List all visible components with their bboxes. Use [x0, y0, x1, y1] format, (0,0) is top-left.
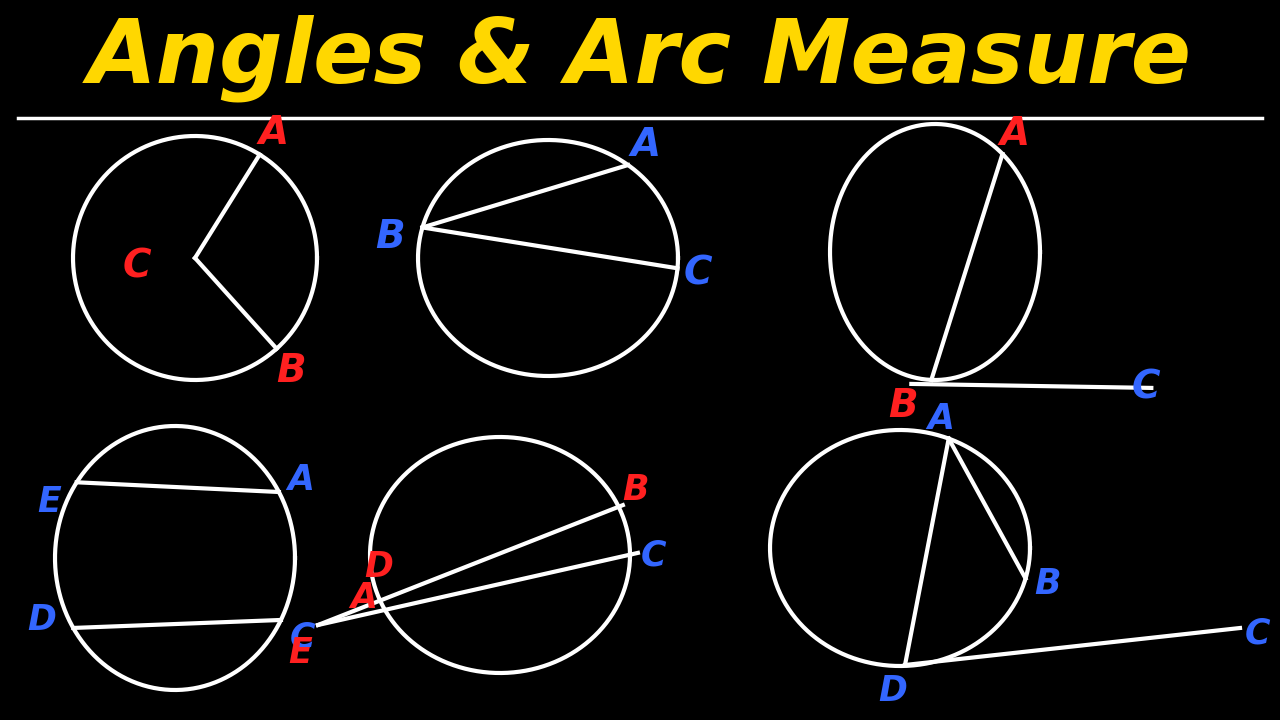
Text: B: B: [888, 387, 918, 425]
Text: D: D: [27, 603, 55, 637]
Text: C: C: [1132, 369, 1161, 407]
Text: C: C: [291, 621, 316, 655]
Text: A: A: [259, 114, 289, 151]
Text: A: A: [631, 126, 660, 164]
Text: A: A: [1000, 115, 1029, 153]
Text: C: C: [684, 254, 712, 292]
Text: D: D: [364, 549, 393, 584]
Text: C: C: [641, 539, 667, 573]
Text: C: C: [123, 247, 151, 285]
Text: B: B: [375, 218, 406, 256]
Text: C: C: [1245, 616, 1271, 650]
Text: A: A: [349, 581, 376, 616]
Text: B: B: [1034, 567, 1061, 600]
Text: Angles & Arc Measure: Angles & Arc Measure: [88, 14, 1192, 102]
Text: A: A: [288, 463, 315, 497]
Text: E: E: [37, 485, 60, 519]
Text: A: A: [927, 402, 954, 436]
Text: B: B: [275, 351, 306, 390]
Text: E: E: [288, 636, 312, 670]
Text: B: B: [622, 473, 649, 507]
Text: D: D: [878, 674, 908, 708]
